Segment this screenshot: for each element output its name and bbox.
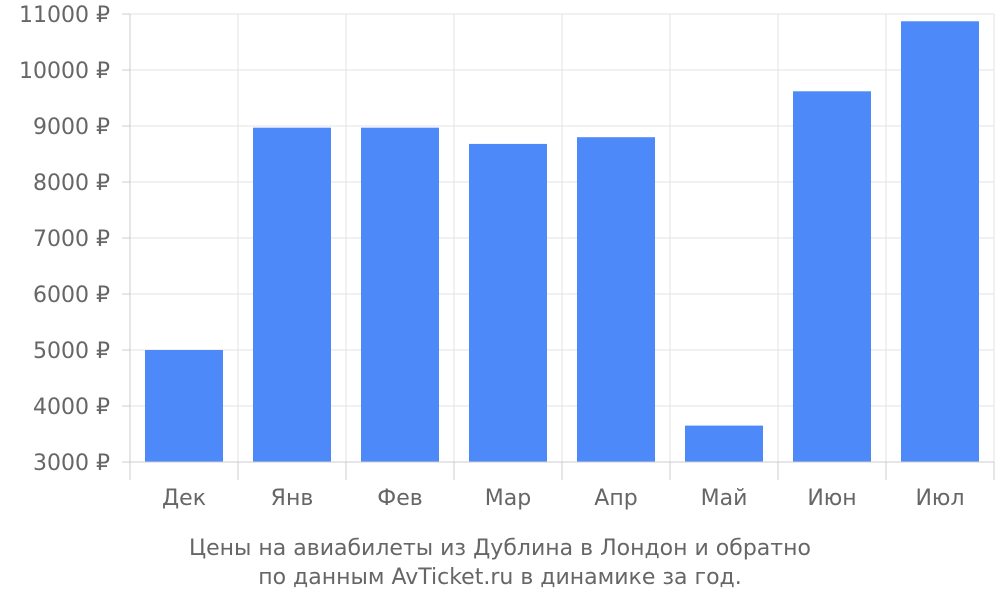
- x-tick-labels: Дек Янв Фев Мар Апр Май Июн Июл: [162, 486, 965, 511]
- y-tick-labels: 3000 ₽ 4000 ₽ 5000 ₽ 6000 ₽ 7000 ₽ 8000 ₽ 9000…: [19, 3, 110, 476]
- y-tick-label: 7000 ₽: [33, 227, 110, 252]
- bar-2: [253, 127, 331, 463]
- x-tick-label: Июн: [807, 486, 856, 511]
- y-tick-label: 6000 ₽: [33, 283, 110, 308]
- caption-line-1: Цены на авиабилеты из Дублина в Лондон и…: [189, 536, 811, 561]
- bar-1: [145, 350, 223, 462]
- bar-5: [577, 137, 655, 462]
- bar-7: [793, 91, 871, 462]
- x-tick-label: Май: [701, 486, 748, 511]
- y-tick-label: 11000 ₽: [19, 3, 110, 28]
- x-tick-label: Мар: [485, 486, 531, 511]
- caption-line-2: по данным AvTicket.ru в динамике за год.: [258, 565, 742, 590]
- y-tick-label: 5000 ₽: [33, 339, 110, 364]
- y-tick-label: 10000 ₽: [19, 59, 110, 84]
- x-tick-label: Фев: [377, 486, 422, 511]
- x-tick-label: Янв: [271, 486, 314, 511]
- bars-layer: [145, 21, 979, 463]
- y-tick-label: 4000 ₽: [33, 395, 110, 420]
- y-tick-label: 9000 ₽: [33, 115, 110, 140]
- bar-3: [361, 127, 439, 463]
- x-tick-label: Апр: [594, 486, 637, 511]
- y-tick-label: 8000 ₽: [33, 171, 110, 196]
- bar-6: [685, 425, 763, 462]
- chart-caption: Цены на авиабилеты из Дублина в Лондон и…: [189, 536, 811, 590]
- x-tick-label: Дек: [162, 486, 206, 511]
- bar-8: [901, 21, 979, 463]
- bar-4: [469, 143, 547, 463]
- y-tick-label: 3000 ₽: [33, 451, 110, 476]
- x-tick-label: Июл: [915, 486, 964, 511]
- axis-layer: [122, 13, 995, 480]
